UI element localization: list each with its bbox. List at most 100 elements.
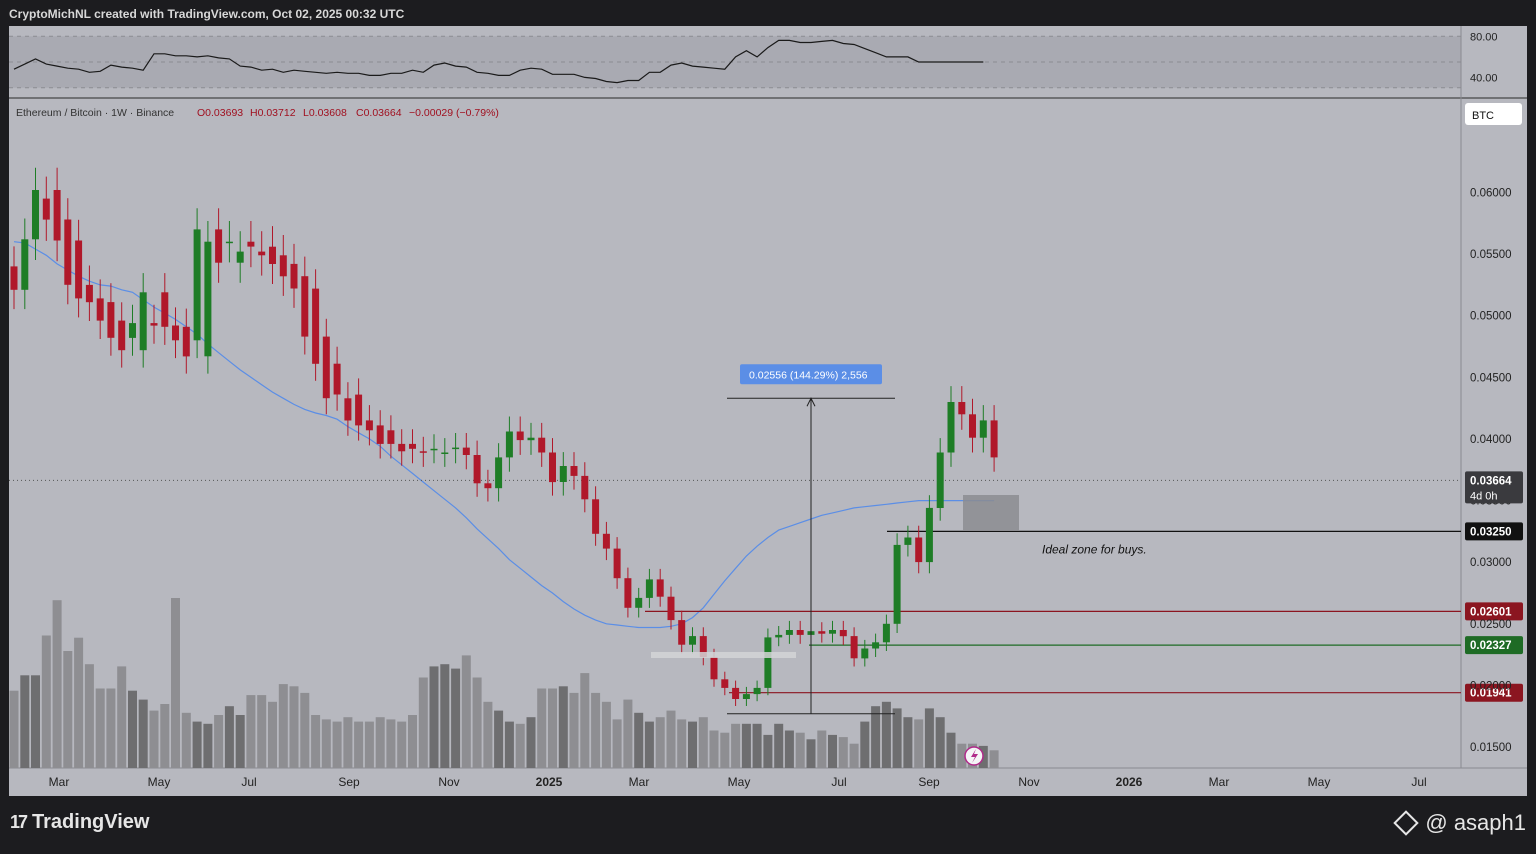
volume-bar xyxy=(246,695,256,768)
binance-diamond-icon xyxy=(1393,810,1420,836)
candle-body xyxy=(269,246,276,264)
measure-label-box[interactable] xyxy=(740,364,882,385)
candle-body xyxy=(150,323,158,326)
candle-body xyxy=(742,694,750,699)
consolidation-zone xyxy=(651,652,796,658)
volume-bar xyxy=(138,699,148,768)
volume-bar xyxy=(257,695,267,768)
volume-bar xyxy=(84,664,94,768)
flash-bolt-icon xyxy=(971,749,978,763)
candle-body xyxy=(365,420,373,431)
candle-body xyxy=(409,443,416,449)
ideal-zone-annotation: Ideal zone for buys. xyxy=(1042,542,1147,556)
candle-body xyxy=(301,276,309,337)
volume-bar xyxy=(644,721,654,768)
candle-body xyxy=(602,533,610,549)
candle-body xyxy=(592,499,600,534)
watermark: @ asaph1 xyxy=(1393,810,1526,836)
volume-bar xyxy=(601,701,611,768)
volume-bar xyxy=(289,686,299,768)
volume-bar xyxy=(580,673,590,768)
ohlc-low: L0.03608 xyxy=(303,107,347,119)
time-tick-label: May xyxy=(148,775,171,789)
time-tick-label: Nov xyxy=(1018,775,1039,789)
candle-body xyxy=(689,636,696,645)
volume-bar xyxy=(332,721,342,768)
volume-bar xyxy=(935,717,945,768)
time-axis[interactable]: Mar May Jul Sep Nov 2025 Mar May Jul Sep Nov 2026 Ma… xyxy=(49,775,1427,789)
candle-body xyxy=(882,623,890,643)
candle-body xyxy=(915,537,923,563)
volume-bar xyxy=(881,701,891,768)
volume-bar xyxy=(494,710,504,768)
tradingview-logo[interactable]: 17 TradingView xyxy=(10,811,149,834)
level-layer xyxy=(9,479,1461,694)
ohlc-close: C0.03664 xyxy=(356,107,402,119)
candle-body xyxy=(635,597,643,608)
last-price-label: 0.03664 xyxy=(1470,475,1512,487)
candle-body xyxy=(581,475,589,500)
candle-body xyxy=(936,452,944,508)
volume-bar xyxy=(860,721,870,768)
candle-body xyxy=(990,420,998,458)
candle-body xyxy=(505,431,513,458)
volume-bar xyxy=(171,598,180,768)
volume-bar xyxy=(720,732,730,768)
candle-body xyxy=(355,394,363,426)
price-level-badge-label: 0.02601 xyxy=(1470,606,1512,618)
candle-body xyxy=(538,437,546,453)
candle-body xyxy=(861,648,869,659)
volume-bar xyxy=(623,699,633,768)
volume-bar xyxy=(224,706,234,768)
candle-body xyxy=(549,452,556,483)
volume-bar xyxy=(418,677,428,768)
price-axis[interactable]: 0.03250 0.02601 0.02327 0.01941 0.06000 0.055… xyxy=(1465,187,1523,754)
currency-badge[interactable] xyxy=(1465,103,1522,125)
time-tick-label: Mar xyxy=(49,775,70,789)
volume-bar xyxy=(774,723,784,768)
last-price-badge xyxy=(1465,471,1523,504)
price-tick-label: 0.04500 xyxy=(1470,372,1512,384)
candle-body xyxy=(645,579,653,598)
volume-bar xyxy=(903,717,913,768)
price-tick-label: 0.01500 xyxy=(1470,742,1512,754)
volume-bar xyxy=(343,717,353,768)
volume-bar xyxy=(828,734,837,768)
time-tick-label: 2025 xyxy=(536,775,563,789)
tradingview-mark-icon: 17 xyxy=(10,812,28,832)
price-tick-label: 0.03000 xyxy=(1470,557,1512,569)
buy-zone-box[interactable] xyxy=(963,495,1019,531)
chart-frame[interactable]: 80.00 40.00 0.02556 (144.29%) 2,556 Ideal … xyxy=(9,26,1527,796)
time-tick-label: Nov xyxy=(438,775,459,789)
ohlc-open: O0.03693 xyxy=(197,107,243,119)
candle-body xyxy=(215,229,223,263)
time-tick-label: Sep xyxy=(918,775,940,789)
candle-body xyxy=(96,298,104,321)
volume-bar xyxy=(440,664,450,768)
candle-body xyxy=(312,288,320,364)
price-tick-label: 0.05500 xyxy=(1470,249,1512,261)
candle-body xyxy=(516,431,524,441)
candle-body xyxy=(732,687,740,699)
volume-bar xyxy=(591,692,601,768)
volume-bar xyxy=(268,701,277,768)
volume-bar xyxy=(688,721,697,768)
volume-bar xyxy=(95,688,105,768)
rsi-tick-label: 80.00 xyxy=(1470,31,1498,43)
volume-bar xyxy=(192,721,202,768)
measure-label: 0.02556 (144.29%) 2,556 xyxy=(749,369,868,381)
candle-body xyxy=(53,190,61,241)
volume-bar xyxy=(612,719,622,768)
candle-body xyxy=(958,402,966,415)
volume-bar xyxy=(203,723,213,768)
volume-bar xyxy=(817,730,827,768)
volume-bar xyxy=(106,688,116,768)
volume-bar xyxy=(838,737,848,768)
time-tick-label: Jul xyxy=(831,775,846,789)
volume-bar xyxy=(278,684,288,768)
chart-svg[interactable]: 80.00 40.00 0.02556 (144.29%) 2,556 Ideal … xyxy=(9,26,1527,796)
candle-body xyxy=(699,636,707,658)
volume-bar xyxy=(472,677,482,768)
time-tick-label: 2026 xyxy=(1116,775,1143,789)
candle-body xyxy=(775,634,783,638)
